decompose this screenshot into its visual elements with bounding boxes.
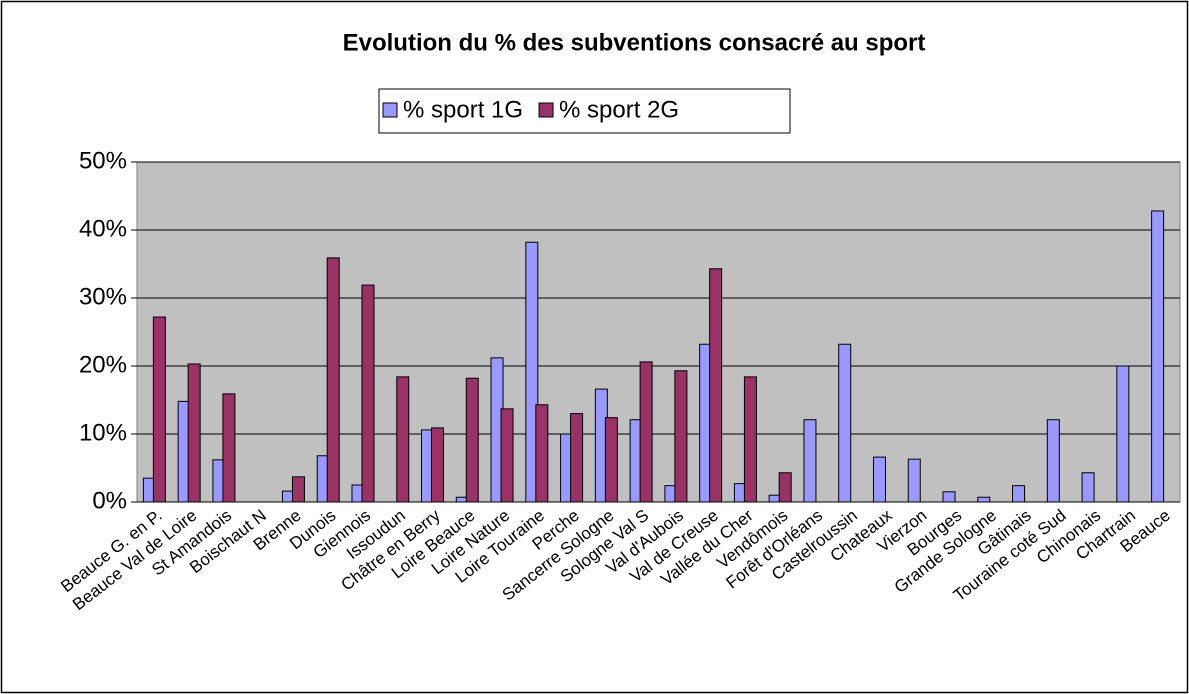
bar: [222, 393, 236, 503]
bar: [525, 241, 539, 503]
y-tick-label: 10%: [79, 419, 127, 446]
bar: [1046, 419, 1060, 503]
bar: [187, 363, 201, 503]
y-tick-label: 0%: [92, 487, 127, 514]
bar: [431, 427, 445, 503]
bar: [639, 361, 653, 503]
bar: [465, 377, 479, 503]
legend-box: [378, 88, 791, 134]
bar: [152, 316, 166, 503]
y-tick-label: 50%: [79, 147, 127, 174]
bar: [396, 376, 410, 503]
bar: [291, 476, 305, 503]
bar: [500, 408, 514, 503]
bar: [1012, 485, 1026, 503]
bar: [872, 456, 886, 503]
bar: [942, 491, 956, 503]
bar: [709, 268, 723, 503]
bar: [1116, 365, 1130, 503]
chart-title: Evolution du % des subventions consacré …: [343, 29, 926, 56]
legend-label: % sport 1G: [403, 96, 523, 123]
bar: [977, 496, 991, 503]
bar: [907, 458, 921, 503]
bar: [778, 472, 792, 503]
plot-area: [136, 161, 1181, 503]
bar: [604, 417, 618, 503]
bar: [326, 257, 340, 503]
bar: [838, 343, 852, 503]
legend-swatch: [382, 102, 398, 118]
bar: [803, 419, 817, 503]
legend-label: % sport 2G: [559, 96, 679, 123]
legend-swatch: [538, 102, 554, 118]
bar: [535, 404, 549, 503]
bar: [361, 284, 375, 503]
bar: [743, 376, 757, 503]
y-tick-label: 30%: [79, 283, 127, 310]
y-tick-label: 40%: [79, 215, 127, 242]
bar: [674, 370, 688, 503]
bar: [570, 413, 584, 503]
y-tick-label: 20%: [79, 351, 127, 378]
bar: [1081, 472, 1095, 503]
bar: [1151, 210, 1165, 503]
